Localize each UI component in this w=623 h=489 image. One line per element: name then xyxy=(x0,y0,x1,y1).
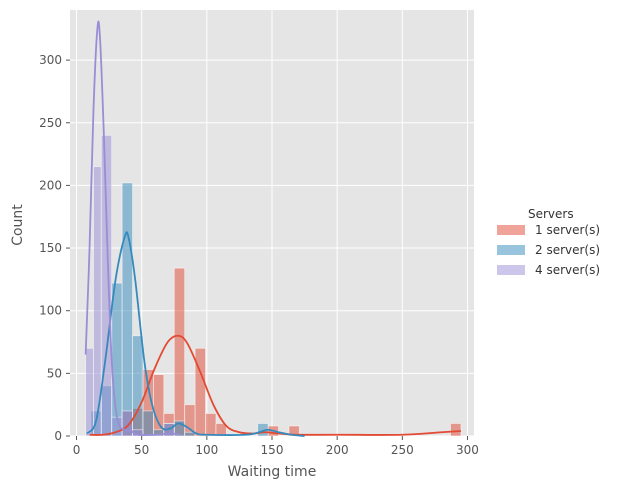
histogram-bar xyxy=(173,267,186,437)
histogram-bar xyxy=(184,431,196,437)
x-tick-label: 250 xyxy=(391,443,414,457)
legend-label: 1 server(s) xyxy=(535,223,600,237)
y-axis-ticks: 0 50 100 150 200 250 300 xyxy=(39,53,70,443)
density-curve xyxy=(86,231,305,437)
histogram-bar xyxy=(194,347,206,437)
histogram-bar xyxy=(121,182,133,437)
x-tick-label: 200 xyxy=(326,443,349,457)
x-tick-label: 300 xyxy=(456,443,479,457)
y-axis-label: Count xyxy=(10,204,26,246)
x-tick-label: 150 xyxy=(261,443,284,457)
x-axis-label: Waiting time xyxy=(228,464,317,480)
y-tick-label: 50 xyxy=(47,366,62,380)
x-tick-label: 50 xyxy=(134,443,149,457)
histogram-bar xyxy=(85,347,94,437)
histogram-bar xyxy=(450,423,462,437)
legend-label: 2 server(s) xyxy=(535,243,600,257)
legend-title: Servers xyxy=(528,207,574,221)
x-tick-label: 0 xyxy=(73,443,81,457)
histogram-bar xyxy=(153,374,165,437)
histogram-bar xyxy=(288,425,300,437)
x-tick-label: 100 xyxy=(195,443,218,457)
histogram-bar xyxy=(121,410,133,437)
y-tick-label: 300 xyxy=(39,53,62,67)
x-axis-ticks: 0 50 100 150 200 250 300 xyxy=(73,436,479,457)
legend-swatch xyxy=(497,245,525,255)
histogram-bar xyxy=(142,410,154,437)
legend-swatch xyxy=(497,225,525,235)
histogram-bar xyxy=(132,335,144,437)
histogram-bar xyxy=(215,423,227,437)
legend-label: 4 server(s) xyxy=(535,263,600,277)
density-curve xyxy=(84,20,181,436)
legend: Servers 1 server(s) 2 server(s) 4 server(s… xyxy=(497,207,600,277)
legend-swatch xyxy=(497,265,525,275)
histogram-bar xyxy=(205,413,217,437)
y-tick-label: 250 xyxy=(39,116,62,130)
y-tick-label: 0 xyxy=(54,429,62,443)
y-tick-label: 150 xyxy=(39,241,62,255)
density-curves xyxy=(84,20,462,437)
histogram-bar xyxy=(100,134,113,437)
y-tick-label: 200 xyxy=(39,178,62,192)
y-tick-label: 100 xyxy=(39,304,62,318)
density-curve xyxy=(89,334,462,436)
